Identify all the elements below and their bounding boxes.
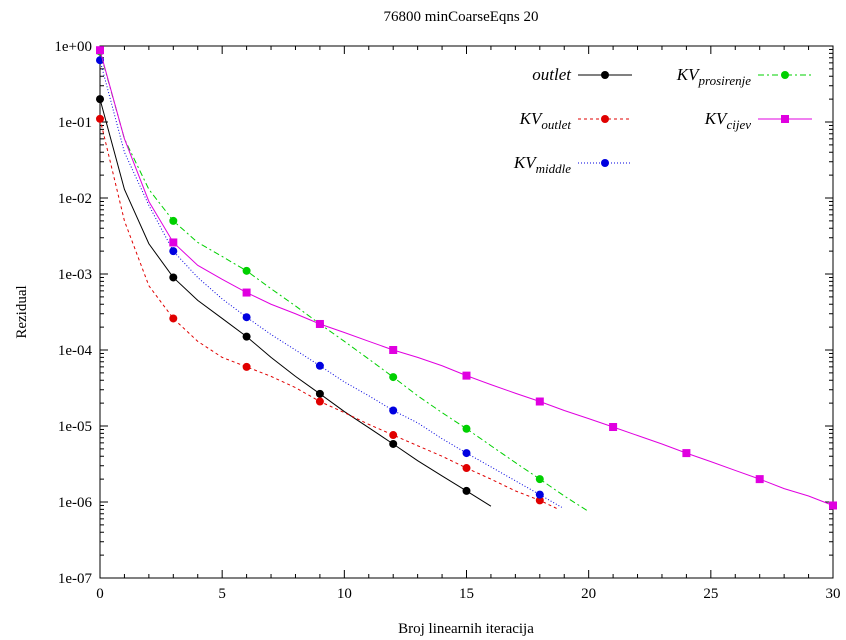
data-point-KVcijev: [315, 319, 324, 328]
chart-title: 76800 minCoarseEqns 20: [384, 9, 539, 25]
y-tick-label: 1e-04: [58, 343, 93, 359]
series-KVcijev: [96, 46, 837, 510]
data-point-outlet: [389, 439, 398, 448]
data-point-KVcijev: [535, 397, 544, 406]
y-axis-title: Rezidual: [14, 285, 30, 338]
data-point-KVcijev: [96, 46, 104, 55]
data-point-KVoutlet: [462, 464, 471, 473]
legend-item-KVprosirenje: KVprosirenje: [676, 65, 812, 88]
y-tick-label: 1e-05: [58, 419, 92, 435]
data-point-KVmiddle: [315, 361, 324, 370]
y-tick-label: 1e-03: [58, 267, 92, 283]
legend: outletKVoutletKVmiddleKVprosirenjeKVcije…: [513, 65, 812, 176]
data-point-KVcijev: [609, 423, 618, 432]
data-point-KVprosirenje: [242, 266, 251, 275]
data-point-KVmiddle: [389, 406, 398, 415]
data-point-outlet: [169, 273, 178, 282]
legend-label-base: KV: [519, 109, 544, 128]
x-tick-label: 0: [96, 586, 104, 602]
legend-item-outlet: outlet: [532, 65, 632, 84]
data-point-KVcijev: [169, 238, 178, 247]
legend-label: outlet: [532, 65, 572, 84]
legend-label: KVmiddle: [513, 153, 571, 176]
legend-label: KVcijev: [704, 109, 751, 132]
series-KVoutlet: [96, 114, 558, 510]
x-tick-label: 30: [826, 586, 841, 602]
data-point-KVoutlet: [315, 397, 324, 406]
legend-label: KVprosirenje: [676, 65, 751, 88]
data-point-KVcijev: [755, 475, 764, 484]
data-point-KVoutlet: [389, 431, 398, 440]
legend-label-subscript: prosirenje: [698, 73, 752, 88]
series-line-KVmiddle: [99, 60, 563, 508]
legend-label-base: KV: [704, 109, 729, 128]
y-tick-label: 1e-06: [58, 495, 93, 511]
data-point-KVoutlet: [96, 114, 104, 123]
legend-label-subscript: outlet: [541, 117, 571, 132]
legend-item-KVcijev: KVcijev: [704, 109, 812, 132]
data-point-KVoutlet: [242, 362, 251, 371]
y-tick-label: 1e+00: [54, 39, 92, 55]
data-point-outlet: [242, 332, 251, 341]
data-point-KVcijev: [462, 371, 471, 380]
legend-label: KVoutlet: [519, 109, 572, 132]
axis-ticks: 0 5 10 15 20 25 30 1e-07 1e-06 1e-05 1e-04 1e-03 1e-…: [54, 39, 840, 602]
data-point-KVprosirenje: [535, 475, 544, 484]
legend-marker: [781, 71, 789, 79]
legend-label-subscript: cijev: [726, 117, 751, 132]
series-line-KVprosirenje: [99, 51, 589, 512]
x-tick-label: 25: [703, 586, 718, 602]
data-point-KVprosirenje: [389, 373, 398, 382]
x-tick-label: 10: [337, 586, 352, 602]
data-point-KVoutlet: [169, 314, 178, 323]
legend-label-base: KV: [513, 153, 538, 172]
y-tick-label: 1e-07: [58, 571, 93, 587]
x-axis-title: Broj linearnih iteracija: [398, 621, 534, 637]
data-point-KVcijev: [682, 449, 691, 458]
data-point-KVcijev: [829, 501, 837, 510]
data-point-outlet: [96, 95, 104, 104]
data-point-KVcijev: [389, 346, 398, 354]
data-point-KVmiddle: [242, 313, 251, 322]
data-point-outlet: [462, 486, 471, 495]
legend-item-KVmiddle: KVmiddle: [513, 153, 632, 176]
x-tick-label: 20: [581, 586, 596, 602]
series-line-KVoutlet: [99, 118, 558, 510]
series-layer: [96, 46, 837, 512]
data-point-KVprosirenje: [462, 424, 471, 433]
series-KVmiddle: [96, 56, 563, 508]
x-tick-label: 5: [218, 586, 226, 602]
data-point-KVcijev: [242, 288, 251, 297]
legend-label-base: outlet: [532, 65, 572, 84]
x-tick-label: 15: [459, 586, 474, 602]
series-line-outlet: [99, 98, 492, 507]
data-point-KVoutlet: [535, 496, 544, 505]
y-tick-label: 1e-02: [58, 191, 92, 207]
y-tick-label: 1e-01: [58, 115, 92, 131]
legend-marker: [781, 115, 789, 123]
legend-label-subscript: middle: [536, 161, 572, 176]
data-point-outlet: [315, 389, 324, 398]
data-point-KVmiddle: [535, 490, 544, 499]
legend-item-KVoutlet: KVoutlet: [519, 109, 632, 132]
legend-marker: [601, 115, 609, 123]
legend-marker: [601, 71, 609, 79]
data-point-KVprosirenje: [169, 216, 178, 225]
data-point-KVmiddle: [462, 449, 471, 458]
legend-label-base: KV: [676, 65, 701, 84]
series-outlet: [96, 95, 492, 507]
data-point-KVmiddle: [169, 247, 178, 256]
legend-marker: [601, 159, 609, 167]
